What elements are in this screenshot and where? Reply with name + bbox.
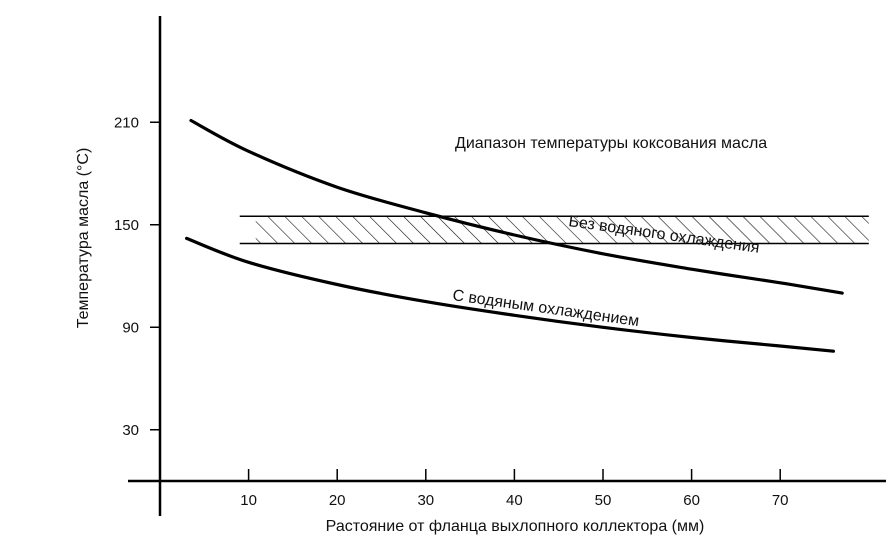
x-tick-label: 20	[329, 492, 346, 509]
coking-range-band	[239, 215, 869, 245]
series-line-no-cooling	[189, 118, 844, 295]
x-tick-label: 50	[595, 492, 612, 509]
x-axis-ticks: 10 20 30 40 50 60 70	[240, 469, 789, 509]
y-tick-label: 30	[122, 422, 139, 439]
x-tick-label: 30	[417, 492, 434, 509]
x-tick-label: 70	[772, 492, 789, 509]
x-tick-label: 40	[506, 492, 523, 509]
band-label: Диапазон температуры коксования масла	[455, 135, 767, 152]
x-tick-label: 60	[683, 492, 700, 509]
x-axis-label: Растояние от фланца выхлопного коллектор…	[326, 518, 705, 535]
y-axis-label: Температура масла (°C)	[75, 148, 92, 329]
y-tick-label: 150	[114, 217, 139, 234]
series-curves	[185, 118, 844, 353]
x-tick-label: 10	[240, 492, 257, 509]
y-axis-ticks: 30 90 150 210	[114, 114, 160, 439]
y-tick-label: 210	[114, 114, 139, 131]
y-tick-label: 90	[122, 319, 139, 336]
series-line-water-cooling	[185, 236, 835, 353]
band-hatch	[255, 216, 869, 244]
